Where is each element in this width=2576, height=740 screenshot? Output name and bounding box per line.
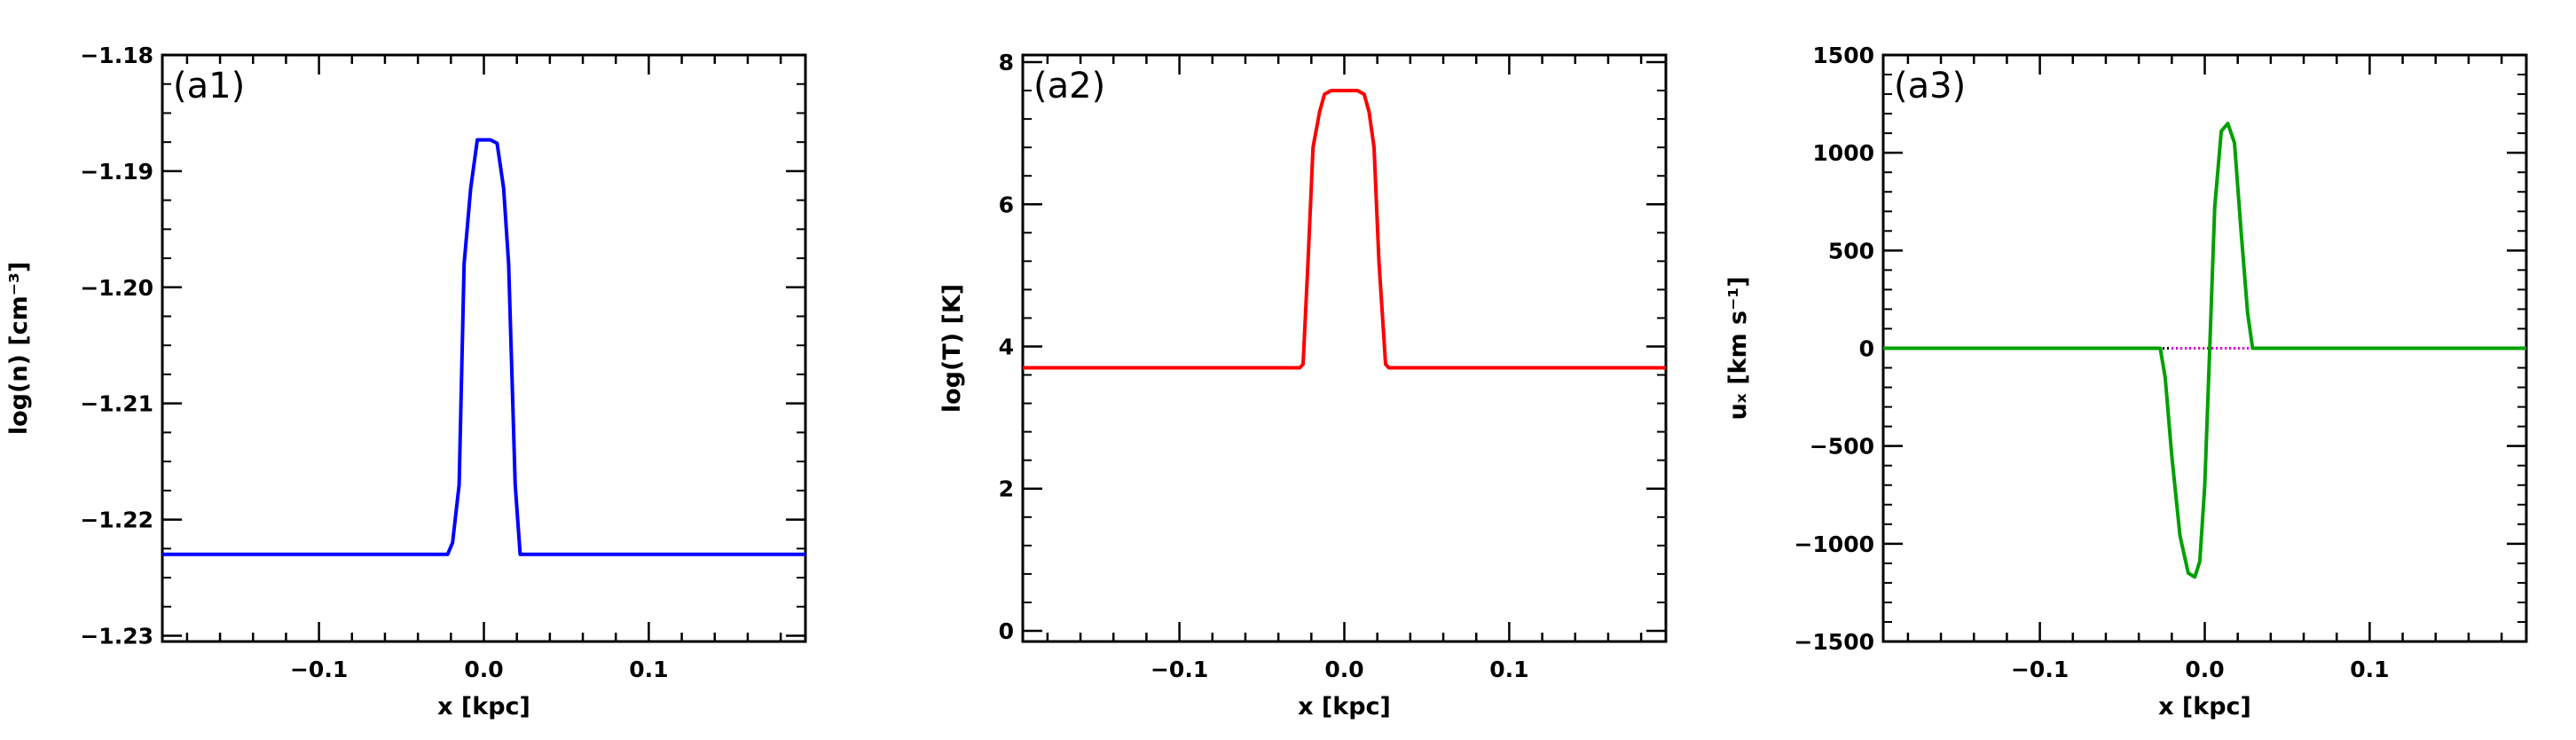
panel-label: (a3) (1894, 66, 1966, 106)
x-axis-label: x [kpc] (2158, 693, 2251, 720)
panel-label: (a1) (173, 66, 245, 106)
y-tick-label: −1.18 (80, 43, 153, 68)
y-tick-label: 1500 (1812, 43, 1874, 68)
x-tick-label: −0.1 (1151, 657, 1208, 682)
y-tick-label: 1000 (1812, 140, 1874, 166)
y-tick-label: −1.19 (80, 159, 153, 185)
x-tick-label: 0.1 (1489, 657, 1528, 682)
y-tick-label: −500 (1810, 434, 1874, 460)
panel-label: (a2) (1033, 66, 1105, 106)
panel-a3: −0.1 0.0 0.1 −1500 −1000 −500 0 500 1000 1500 x [k… (1724, 43, 2528, 720)
y-tick-label: −1.23 (80, 623, 153, 649)
series-line (1023, 89, 1666, 370)
y-tick-label: −1000 (1794, 531, 1874, 557)
x-tick-label: 0.1 (2350, 657, 2389, 682)
x-tick-label: 0.1 (629, 657, 668, 682)
plot-frame (1021, 53, 1668, 643)
y-axis-label: log(n) [cm⁻³] (5, 262, 33, 435)
y-axis-label: log(T) [K] (939, 284, 966, 413)
series-line (162, 138, 805, 556)
y-tick-label: 4 (999, 334, 1014, 359)
y-tick-label: 8 (999, 50, 1014, 75)
y-tick-label: 0 (999, 618, 1014, 644)
y-tick-label: −1.22 (80, 508, 153, 533)
series-line (1883, 122, 2526, 579)
x-tick-label: 0.0 (2185, 657, 2224, 682)
y-tick-label: 0 (1859, 336, 1874, 362)
y-tick-label: 500 (1828, 238, 1874, 264)
x-tick-label: −0.1 (290, 657, 348, 682)
y-axis-label: uₓ [km s⁻¹] (1724, 276, 1752, 420)
x-tick-label: −0.1 (2011, 657, 2069, 682)
x-tick-label: 0.0 (1324, 657, 1363, 682)
y-tick-label: −1.20 (80, 275, 153, 301)
x-axis-label: x [kpc] (1298, 693, 1391, 720)
y-tick-label: −1500 (1794, 629, 1874, 655)
panel-a2: −0.1 0.0 0.1 0 2 4 6 8 x [kpc] log(T) [K] (a2) (939, 50, 1668, 720)
panel-a1: −0.1 0.0 0.1 −1.23 −1.22 −1.21 −1.20 −1.19 −1.18… (5, 43, 807, 720)
y-tick-label: 6 (999, 192, 1014, 217)
x-axis-label: x [kpc] (437, 693, 530, 720)
x-tick-label: 0.0 (464, 657, 503, 682)
y-tick-label: −1.21 (80, 391, 153, 417)
y-tick-label: 2 (999, 476, 1014, 502)
